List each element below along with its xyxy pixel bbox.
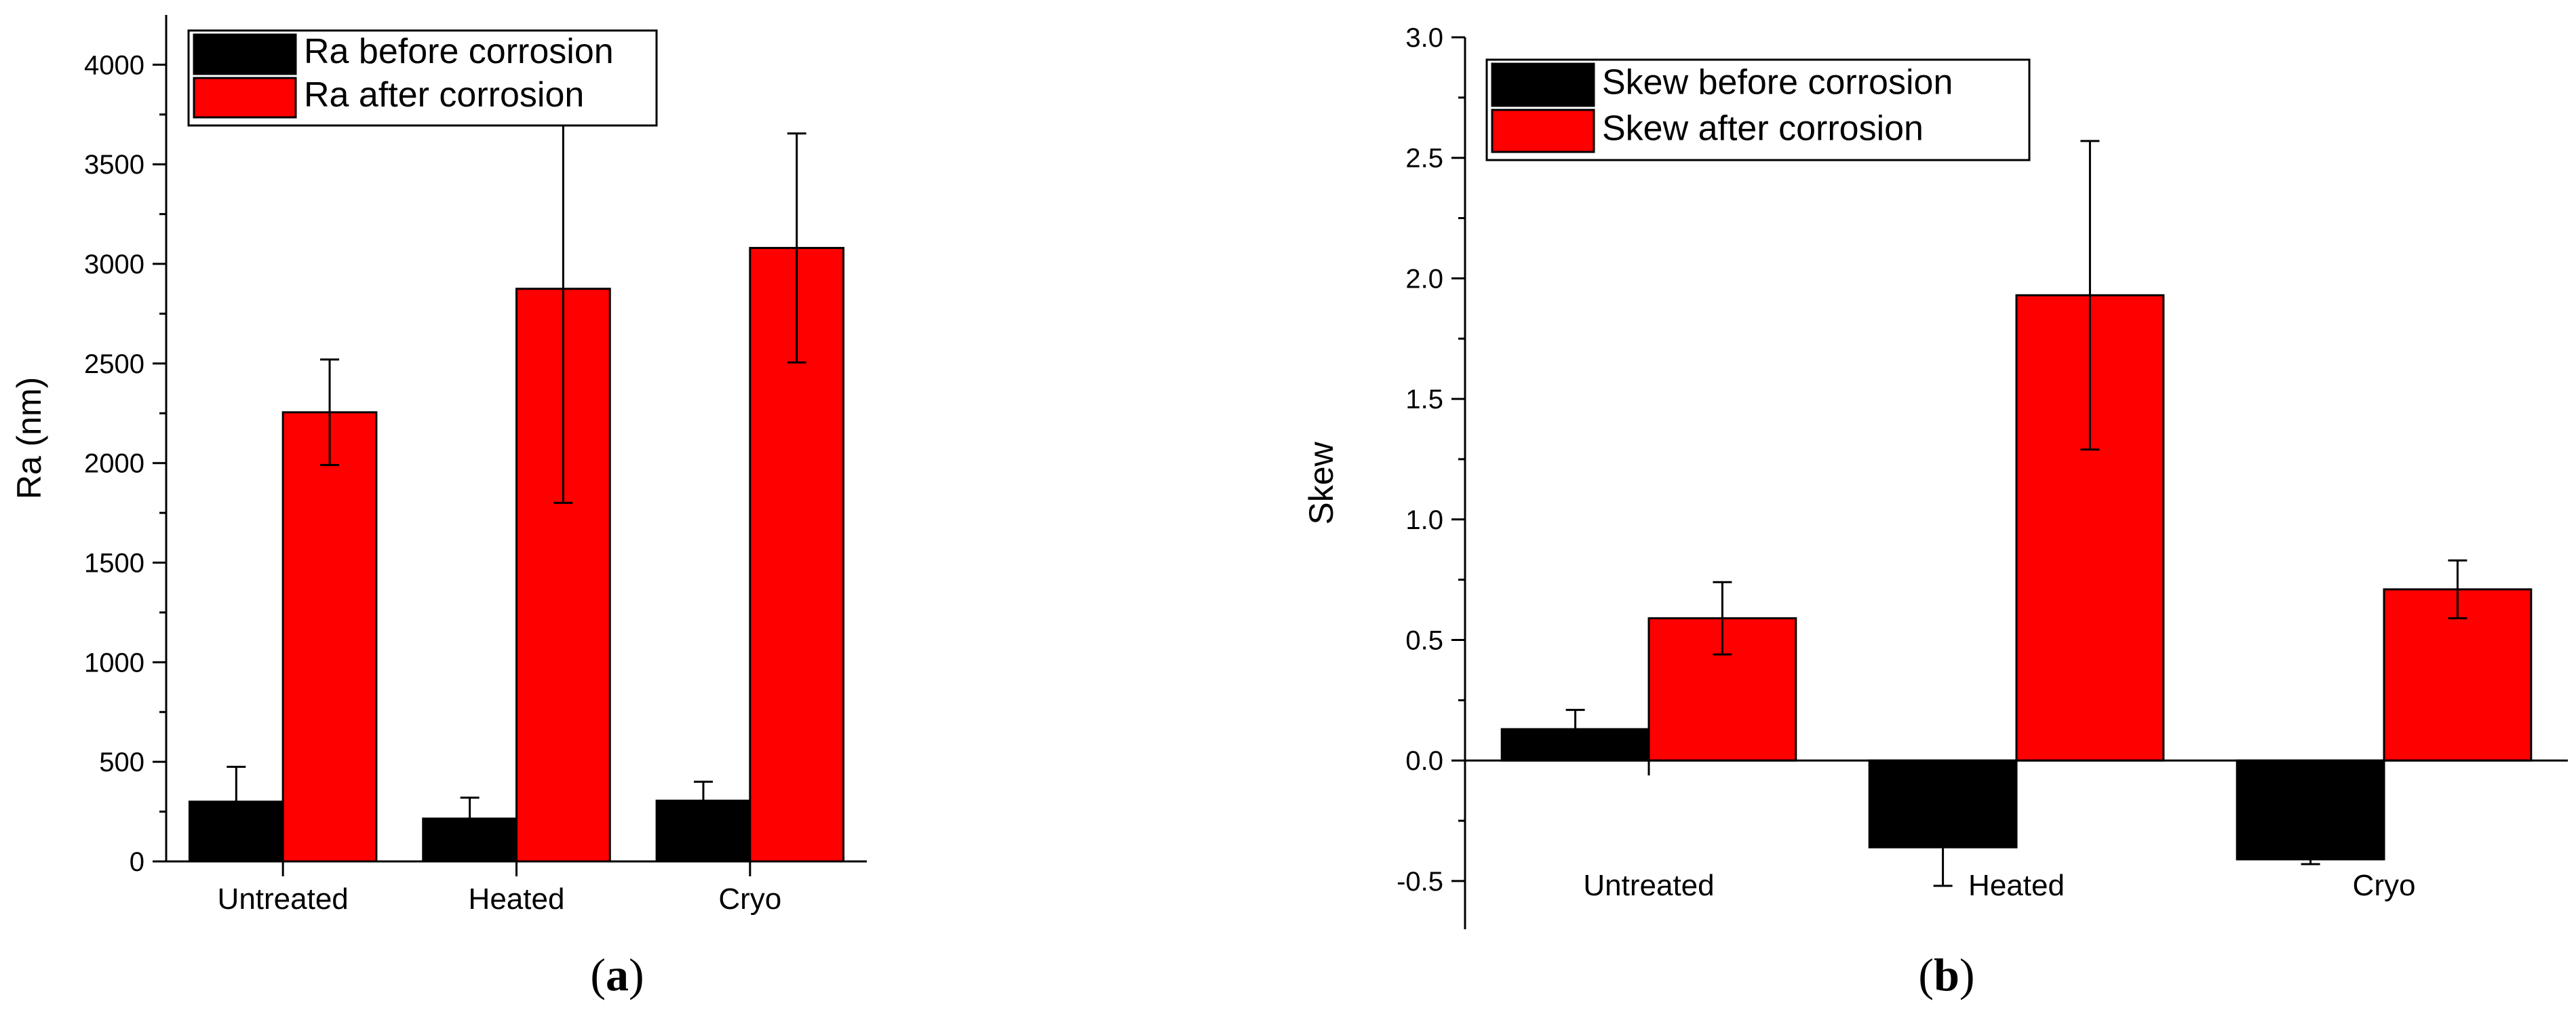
panel-a-y-tick-label: 1500 — [84, 549, 144, 579]
legend-label-series-1: Skew after corrosion — [1602, 109, 1924, 149]
panel-b-y-tick-label: 1.0 — [1405, 505, 1443, 535]
panel-a-error-bar-heated-series-0 — [460, 796, 480, 841]
legend-swatch-series-1 — [1491, 109, 1595, 153]
panel-b-y-tick-label: 1.5 — [1405, 385, 1443, 414]
panel-b-y-tick-label: -0.5 — [1397, 867, 1443, 897]
panel-b-y-tick-label: 0.0 — [1405, 746, 1443, 776]
legend-label-series-0: Ra before corrosion — [304, 32, 614, 71]
panel-a-error-bar-untreated-series-0 — [227, 766, 246, 838]
panel-a-category-label-cryo: Cryo — [718, 882, 781, 916]
panel-a-y-tick-label: 0 — [130, 847, 144, 877]
panel-a-bar-untreated-series-1 — [281, 411, 378, 863]
panel-a-chart: 0 500 1000 1500 2000 2500 3000 3500 4000 Untreate… — [10, 15, 867, 1000]
panel-a-y-axis-title: Ra (nm) — [10, 377, 48, 500]
panel-a-y-tick-label: 2500 — [84, 349, 144, 379]
panel-a-error-bar-untreated-series-1 — [320, 358, 340, 467]
panel-a-category-label-heated: Heated — [469, 882, 565, 916]
panel-a-legend: Ra before corrosion Ra after corrosion — [187, 29, 658, 127]
panel-b-y-tick-label: 2.0 — [1405, 264, 1443, 294]
panel-b-error-bar-heated-series-1 — [2080, 140, 2100, 451]
panel-a-y-tick-label: 3000 — [84, 250, 144, 279]
panel-b-y-axis-title: Skew — [1302, 441, 1340, 524]
panel-b-category-label-untreated: Untreated — [1583, 869, 1714, 902]
legend-swatch-series-1 — [193, 77, 297, 119]
panel-b-category-label-heated: Heated — [1968, 869, 2065, 902]
legend-label-series-0: Skew before corrosion — [1602, 63, 1953, 102]
panel-a-y-tick-label: 2000 — [84, 449, 144, 479]
panel-b-error-bar-cryo-series-0 — [2301, 853, 2320, 865]
legend-label-series-1: Ra after corrosion — [304, 75, 584, 115]
panel-b-error-bar-untreated-series-1 — [1713, 581, 1732, 656]
panel-a-error-bar-cryo-series-0 — [693, 781, 713, 821]
panel-b-error-bar-untreated-series-0 — [1565, 709, 1585, 750]
panel-b-error-bar-heated-series-0 — [1933, 807, 1953, 887]
panel-a-y-tick-label: 500 — [99, 747, 144, 777]
panel-b-y-tick-label: 2.5 — [1405, 144, 1443, 174]
panel-a-y-tick-label: 1000 — [84, 648, 144, 678]
panel-b-category-label-cryo: Cryo — [2353, 869, 2416, 902]
panel-b-error-bar-cryo-series-1 — [2448, 559, 2467, 620]
panel-a-panel-label: (a) — [590, 949, 644, 1000]
panel-b-y-tick-label: 3.0 — [1405, 23, 1443, 53]
legend-swatch-series-0 — [1491, 62, 1595, 107]
panel-b-chart: -0.5 0.0 0.5 1.0 1.5 2.0 2.5 3.0 Untreated Heated… — [1302, 23, 2568, 1000]
panel-b-y-tick-label: 0.5 — [1405, 626, 1443, 656]
panel-b-panel-label: (b) — [1918, 949, 1974, 1000]
panel-a-error-bar-cryo-series-1 — [787, 132, 806, 364]
panel-a-y-tick-label: 4000 — [84, 50, 144, 80]
panel-b-bar-cryo-series-0 — [2236, 759, 2385, 861]
panel-a-category-label-untreated: Untreated — [218, 882, 349, 916]
panel-b-legend: Skew before corrosion Skew after corrosio… — [1485, 58, 2031, 161]
panel-a-y-tick-label: 3500 — [84, 150, 144, 180]
legend-swatch-series-0 — [193, 33, 297, 75]
